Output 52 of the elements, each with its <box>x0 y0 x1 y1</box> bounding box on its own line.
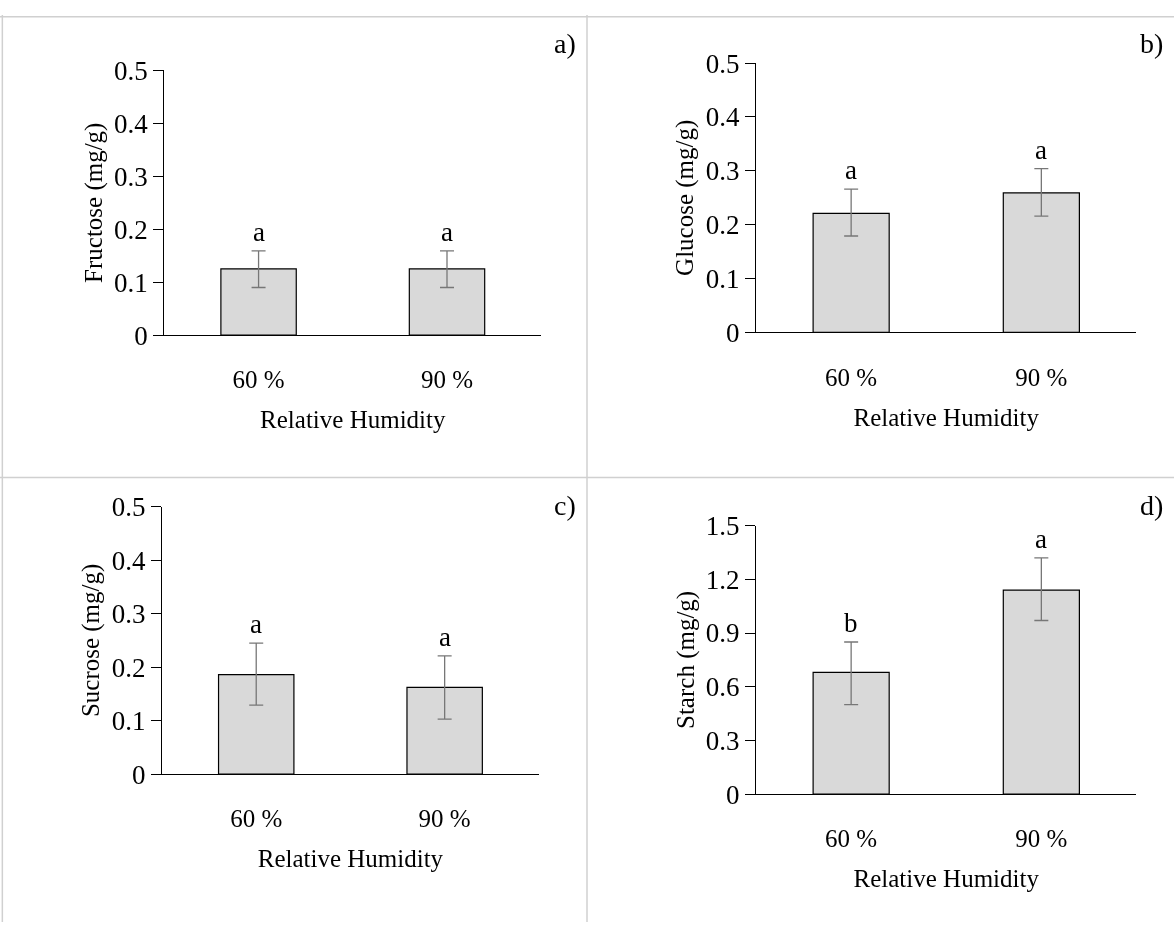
y-tick-label: 0.3 <box>705 156 740 187</box>
annotation: a <box>439 622 451 652</box>
annotation: a <box>1035 135 1047 165</box>
x-tick-label: 90 % <box>420 366 474 394</box>
y-tick-label: 0.4 <box>705 102 741 133</box>
y-tick-label: 0 <box>134 320 148 351</box>
y-tick-label: 0.5 <box>111 492 146 523</box>
x-tick-label: 90 % <box>1015 363 1068 391</box>
annotation: a <box>845 155 857 185</box>
y-tick-label: 0.1 <box>111 706 146 737</box>
text: a) <box>554 28 576 59</box>
y-tick-label: 0.2 <box>114 214 148 245</box>
x-axis-title: Relative Humidity <box>853 403 1040 431</box>
x-axis-title: Relative Humidity <box>260 406 446 434</box>
y-tick-label: 0 <box>131 759 146 790</box>
x-tick-label: 90 % <box>418 805 471 833</box>
y-tick-label: 0.5 <box>114 55 148 86</box>
y-tick-label: 0 <box>726 779 740 810</box>
annotation: a <box>250 609 262 639</box>
annotation: a <box>1035 524 1047 554</box>
y-axis-title: Starch (mg/g) <box>671 590 700 729</box>
x-tick-label: 60 % <box>825 363 878 391</box>
y-tick-label: 0.4 <box>111 545 146 576</box>
annotation: a <box>253 217 265 247</box>
x-axis-title: Relative Humidity <box>257 845 444 873</box>
y-tick-label: 0.9 <box>705 618 740 649</box>
y-axis-title: Sucrose (mg/g) <box>77 563 106 718</box>
text: d) <box>1140 490 1164 521</box>
y-tick-label: 0.5 <box>705 48 740 79</box>
y-tick-label: 0.3 <box>114 161 148 192</box>
y-tick-label: 0.2 <box>111 652 146 683</box>
x-axis-title: Relative Humidity <box>853 865 1040 893</box>
y-tick-label: 0.4 <box>114 108 149 139</box>
y-axis-title: Glucose (mg/g) <box>671 119 700 276</box>
y-tick-label: 0.1 <box>114 267 148 298</box>
x-tick-label: 90 % <box>1015 825 1068 853</box>
y-tick-label: 0.6 <box>705 672 740 703</box>
annotation: a <box>441 217 453 247</box>
x-tick-label: 60 % <box>230 805 283 833</box>
x-tick-label: 60 % <box>825 825 878 853</box>
text: b) <box>1140 28 1164 59</box>
y-tick-label: 0.2 <box>705 210 740 241</box>
y-tick-label: 0.3 <box>705 725 740 756</box>
y-tick-label: 0.3 <box>111 599 146 630</box>
x-tick-label: 60 % <box>232 366 285 394</box>
y-tick-label: 0.1 <box>705 264 740 295</box>
annotation: b <box>844 608 858 638</box>
y-tick-label: 1.5 <box>705 511 740 542</box>
y-tick-label: 1.2 <box>705 564 740 595</box>
y-tick-label: 0 <box>726 317 740 348</box>
y-axis-title: Fructose (mg/g) <box>79 122 108 283</box>
text: c) <box>554 490 576 521</box>
